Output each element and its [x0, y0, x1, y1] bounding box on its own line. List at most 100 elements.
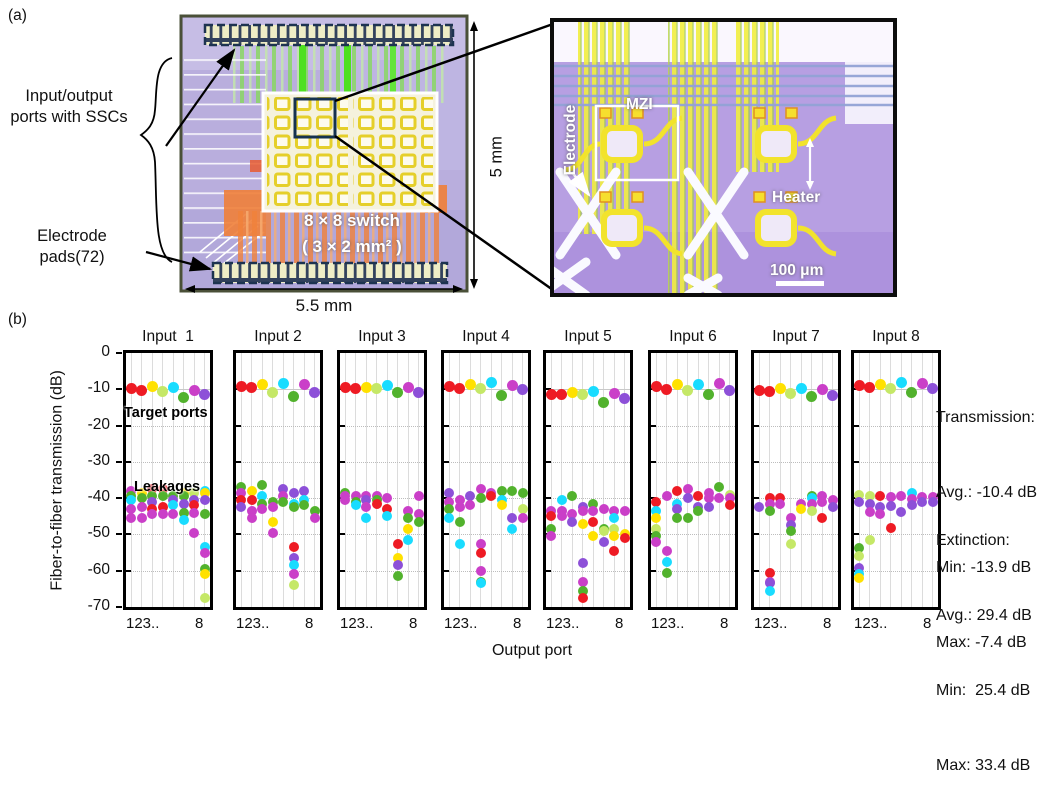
grid-line-vertical	[624, 353, 626, 607]
leakage-point	[609, 513, 620, 524]
panel-b-label: (b)	[8, 311, 27, 328]
leakage-point	[714, 482, 725, 493]
leakage-point	[147, 504, 158, 515]
leakage-point	[475, 484, 486, 495]
leakage-point	[693, 505, 704, 516]
stat-line: Avg.: 29.4 dB	[936, 607, 1032, 624]
leakage-point	[403, 513, 414, 524]
leakage-point	[475, 578, 486, 589]
target-point	[816, 384, 828, 396]
leakage-point	[382, 511, 393, 522]
grid-line-vertical	[779, 353, 781, 607]
leakage-point	[246, 513, 257, 524]
leakage-point	[577, 585, 588, 596]
grid-line-horizontal	[854, 534, 938, 536]
grid-line-vertical	[869, 353, 871, 607]
leakage-point	[546, 531, 557, 542]
y-tick-label: -60	[87, 560, 110, 578]
leakage-point	[361, 502, 372, 513]
grid-line-vertical	[729, 353, 731, 607]
leakage-point	[189, 507, 200, 518]
leakage-point	[189, 487, 200, 498]
grid-line-vertical	[204, 353, 206, 607]
x-tick-left: 123..	[444, 615, 478, 632]
y-tick-label: -30	[87, 451, 110, 469]
target-point	[288, 390, 300, 402]
grid-line-horizontal	[340, 425, 424, 427]
grid-line-vertical	[900, 353, 902, 607]
target-point	[125, 383, 137, 395]
grid-line-horizontal	[651, 534, 735, 536]
leakage-point	[236, 502, 247, 513]
switch-title: 8 × 8 switch	[304, 211, 400, 230]
grid-line-horizontal	[236, 461, 320, 463]
leakage-point	[896, 506, 907, 517]
target-point	[298, 378, 310, 390]
leakage-point	[885, 501, 896, 512]
target-point	[885, 383, 897, 395]
x-tick-left: 123..	[340, 615, 374, 632]
panel-a-label: (a)	[8, 7, 27, 24]
scatter-panel-input-8	[851, 350, 941, 610]
leakage-point	[896, 491, 907, 502]
leakage-point	[444, 513, 455, 524]
leakage-point	[136, 513, 147, 524]
target-point	[806, 391, 818, 403]
leakage-point	[278, 484, 289, 495]
inner-tick-mark	[236, 424, 241, 427]
scatter-panel-input-5	[543, 350, 633, 610]
leakage-point	[661, 567, 672, 578]
grid-line-vertical	[571, 353, 573, 607]
inner-tick-mark	[340, 460, 345, 463]
leakage-point	[444, 504, 455, 515]
leakage-point	[168, 509, 179, 520]
inner-tick-mark	[340, 424, 345, 427]
grid-line-horizontal	[651, 570, 735, 572]
grid-line-vertical	[303, 353, 305, 607]
inner-tick-mark	[754, 460, 759, 463]
leakage-point	[817, 496, 828, 507]
leakage-point	[598, 536, 609, 547]
leakage-point	[854, 550, 865, 561]
grid-line-vertical	[344, 353, 346, 607]
subplot-title-input-5: Input 5	[564, 328, 612, 345]
target-point	[556, 389, 568, 401]
grid-line-vertical	[511, 353, 513, 607]
grid-line-horizontal	[236, 570, 320, 572]
switch-size: ( 3 × 2 mm² )	[302, 237, 402, 256]
leakage-point	[299, 485, 310, 496]
dimension-arrow-5p5mm	[185, 285, 463, 293]
leakage-point	[546, 523, 557, 534]
leakage-point	[413, 516, 424, 527]
chip-width-dimension: 5.5 mm	[295, 296, 353, 315]
target-point	[661, 384, 673, 396]
leakage-point	[189, 527, 200, 538]
inset-scale-label: 100 μm	[770, 262, 824, 279]
target-point	[619, 393, 631, 405]
scatter-panel-input-3	[337, 350, 427, 610]
grid-line-vertical	[418, 353, 420, 607]
leakage-point	[309, 505, 320, 516]
leakage-point	[806, 493, 817, 504]
leakage-point	[309, 513, 320, 524]
leakage-point	[764, 578, 775, 589]
leakage-point	[199, 487, 210, 498]
y-tick-mark	[116, 533, 122, 536]
stat-line: Max: 33.4 dB	[936, 757, 1031, 774]
leakage-point	[147, 496, 158, 507]
leakage-point	[392, 538, 403, 549]
target-point	[246, 381, 258, 393]
inner-tick-mark	[126, 424, 131, 427]
leakage-point	[651, 496, 662, 507]
y-tick-mark	[116, 388, 122, 391]
grid-line-horizontal	[854, 570, 938, 572]
leakage-point	[864, 534, 875, 545]
leakage-point	[157, 484, 168, 495]
leakage-point	[507, 523, 518, 534]
leakage-point	[178, 491, 189, 502]
inner-tick-mark	[546, 569, 551, 572]
leakage-point	[413, 509, 424, 520]
electrode-pads-label: Electrode pads(72)	[37, 227, 107, 267]
target-point	[682, 385, 694, 397]
leakage-point	[454, 516, 465, 527]
